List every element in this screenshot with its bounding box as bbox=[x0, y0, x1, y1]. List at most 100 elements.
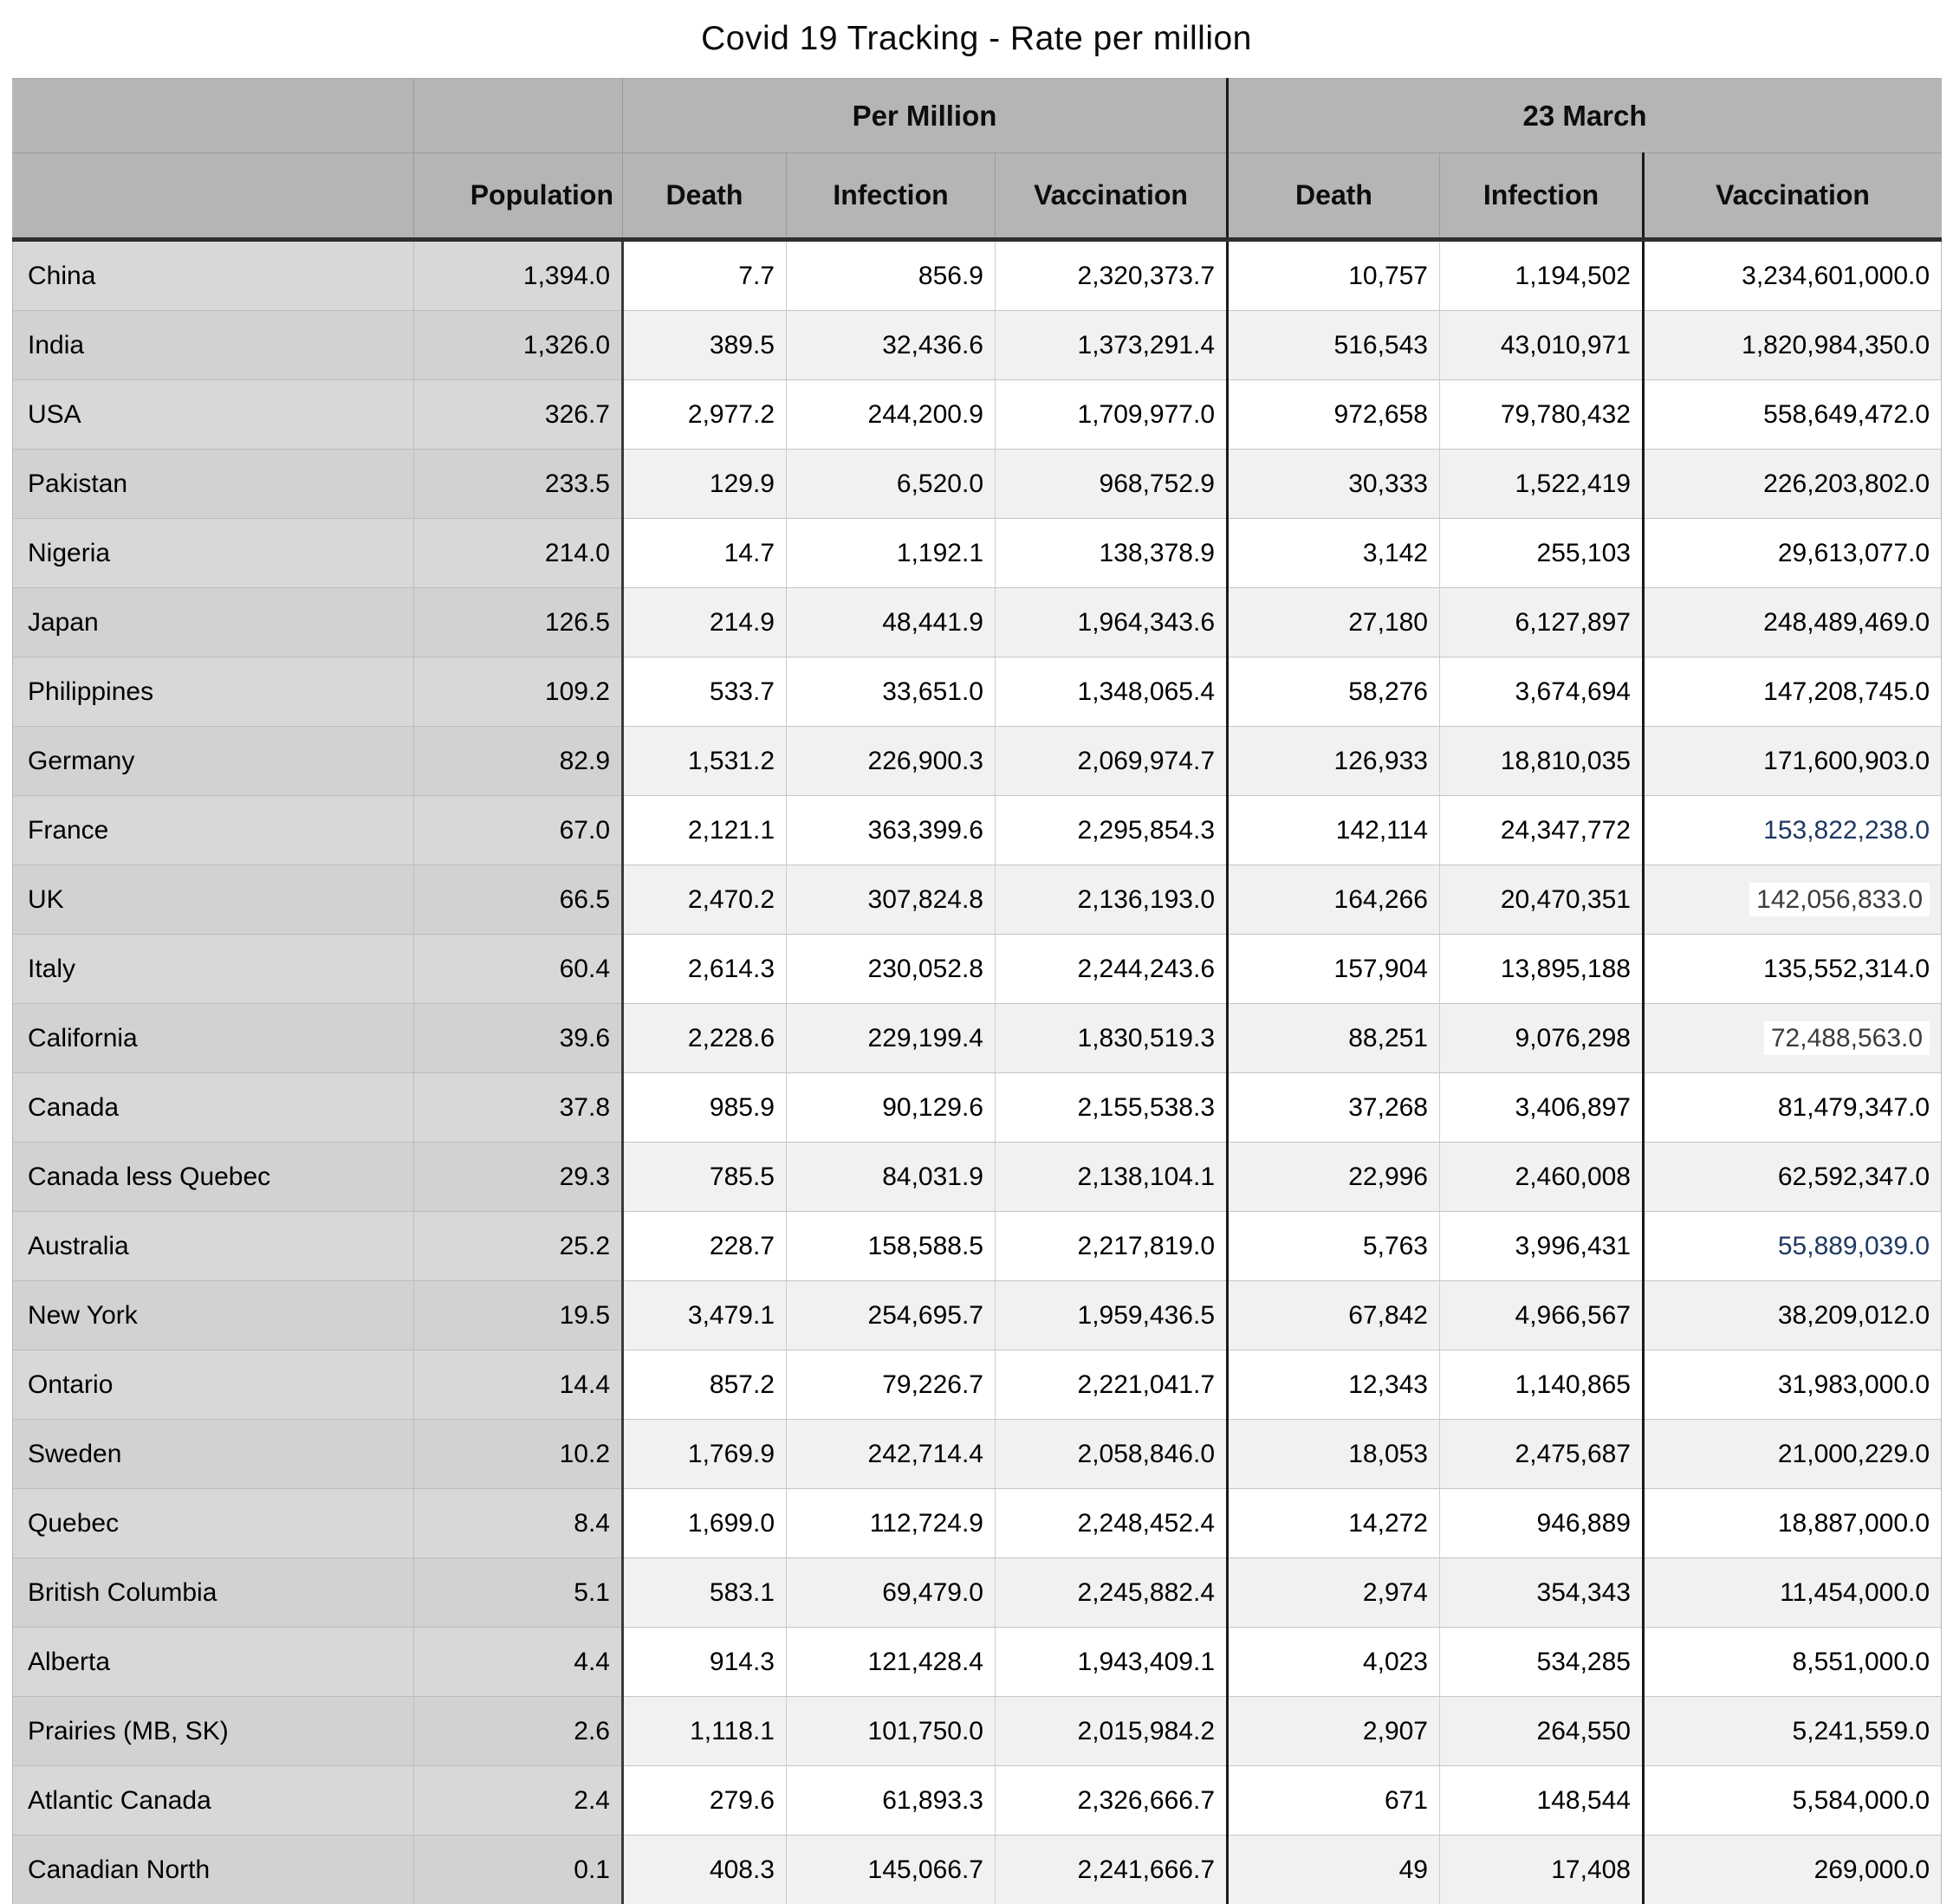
cell-pm-vaccination[interactable]: 2,244,243.6 bbox=[995, 934, 1229, 1004]
cell-m23-infection[interactable]: 534,285 bbox=[1439, 1627, 1645, 1697]
cell-m23-infection[interactable]: 1,140,865 bbox=[1439, 1350, 1645, 1420]
cell-m23-infection[interactable]: 3,406,897 bbox=[1439, 1072, 1645, 1143]
cell-pm-infection[interactable]: 1,192.1 bbox=[786, 518, 996, 588]
cell-m23-death[interactable]: 30,333 bbox=[1227, 449, 1440, 519]
cell-m23-death[interactable]: 4,023 bbox=[1227, 1627, 1440, 1697]
cell-pm-vaccination[interactable]: 1,373,291.4 bbox=[995, 310, 1229, 380]
cell-label[interactable]: USA bbox=[12, 379, 414, 450]
cell-m23-infection[interactable]: 2,460,008 bbox=[1439, 1142, 1645, 1212]
cell-pm-infection[interactable]: 90,129.6 bbox=[786, 1072, 996, 1143]
cell-pm-vaccination[interactable]: 2,155,538.3 bbox=[995, 1072, 1229, 1143]
cell-population[interactable]: 2.4 bbox=[413, 1765, 624, 1836]
cell-pm-death[interactable]: 583.1 bbox=[622, 1558, 787, 1628]
cell-pm-infection[interactable]: 33,651.0 bbox=[786, 657, 996, 727]
cell-pm-vaccination[interactable]: 2,295,854.3 bbox=[995, 795, 1229, 865]
cell-label[interactable]: British Columbia bbox=[12, 1558, 414, 1628]
cell-m23-death[interactable]: 2,974 bbox=[1227, 1558, 1440, 1628]
cell-label[interactable]: New York bbox=[12, 1280, 414, 1350]
cell-pm-infection[interactable]: 101,750.0 bbox=[786, 1696, 996, 1766]
cell-population[interactable]: 37.8 bbox=[413, 1072, 624, 1143]
cell-pm-infection[interactable]: 307,824.8 bbox=[786, 865, 996, 935]
cell-pm-death[interactable]: 408.3 bbox=[622, 1835, 787, 1904]
cell-m23-vaccination[interactable]: 226,203,802.0 bbox=[1643, 449, 1942, 519]
cell-pm-infection[interactable]: 226,900.3 bbox=[786, 726, 996, 796]
cell-m23-death[interactable]: 142,114 bbox=[1227, 795, 1440, 865]
cell-pm-death[interactable]: 7.7 bbox=[622, 239, 787, 311]
cell-label[interactable]: Atlantic Canada bbox=[12, 1765, 414, 1836]
cell-pm-infection[interactable]: 32,436.6 bbox=[786, 310, 996, 380]
cell-m23-infection[interactable]: 255,103 bbox=[1439, 518, 1645, 588]
cell-population[interactable]: 25.2 bbox=[413, 1211, 624, 1281]
cell-m23-death[interactable]: 2,907 bbox=[1227, 1696, 1440, 1766]
cell-pm-death[interactable]: 2,977.2 bbox=[622, 379, 787, 450]
cell-m23-vaccination[interactable]: 1,820,984,350.0 bbox=[1643, 310, 1942, 380]
cell-m23-death[interactable]: 49 bbox=[1227, 1835, 1440, 1904]
cell-population[interactable]: 66.5 bbox=[413, 865, 624, 935]
cell-m23-vaccination[interactable]: 142,056,833.0 bbox=[1643, 865, 1942, 935]
cell-m23-vaccination[interactable]: 81,479,347.0 bbox=[1643, 1072, 1942, 1143]
cell-label[interactable]: Australia bbox=[12, 1211, 414, 1281]
cell-population[interactable]: 10.2 bbox=[413, 1419, 624, 1489]
cell-m23-vaccination[interactable]: 72,488,563.0 bbox=[1643, 1003, 1942, 1073]
cell-m23-infection[interactable]: 946,889 bbox=[1439, 1488, 1645, 1558]
cell-m23-vaccination[interactable]: 5,241,559.0 bbox=[1643, 1696, 1942, 1766]
cell-label[interactable]: Canadian North bbox=[12, 1835, 414, 1904]
cell-population[interactable]: 109.2 bbox=[413, 657, 624, 727]
cell-label[interactable]: Italy bbox=[12, 934, 414, 1004]
cell-pm-death[interactable]: 914.3 bbox=[622, 1627, 787, 1697]
cell-population[interactable]: 0.1 bbox=[413, 1835, 624, 1904]
cell-m23-death[interactable]: 18,053 bbox=[1227, 1419, 1440, 1489]
cell-pm-death[interactable]: 1,769.9 bbox=[622, 1419, 787, 1489]
cell-m23-death[interactable]: 10,757 bbox=[1227, 239, 1440, 311]
cell-pm-death[interactable]: 129.9 bbox=[622, 449, 787, 519]
cell-m23-infection[interactable]: 1,522,419 bbox=[1439, 449, 1645, 519]
cell-pm-infection[interactable]: 254,695.7 bbox=[786, 1280, 996, 1350]
cell-population[interactable]: 5.1 bbox=[413, 1558, 624, 1628]
cell-pm-vaccination[interactable]: 2,245,882.4 bbox=[995, 1558, 1229, 1628]
cell-m23-infection[interactable]: 2,475,687 bbox=[1439, 1419, 1645, 1489]
cell-m23-death[interactable]: 3,142 bbox=[1227, 518, 1440, 588]
cell-pm-death[interactable]: 857.2 bbox=[622, 1350, 787, 1420]
cell-label[interactable]: UK bbox=[12, 865, 414, 935]
cell-pm-vaccination[interactable]: 2,138,104.1 bbox=[995, 1142, 1229, 1212]
cell-pm-infection[interactable]: 112,724.9 bbox=[786, 1488, 996, 1558]
cell-population[interactable]: 82.9 bbox=[413, 726, 624, 796]
cell-pm-death[interactable]: 1,531.2 bbox=[622, 726, 787, 796]
cell-pm-infection[interactable]: 856.9 bbox=[786, 239, 996, 311]
cell-label[interactable]: Prairies (MB, SK) bbox=[12, 1696, 414, 1766]
cell-label[interactable]: Philippines bbox=[12, 657, 414, 727]
cell-pm-vaccination[interactable]: 2,058,846.0 bbox=[995, 1419, 1229, 1489]
cell-pm-death[interactable]: 2,470.2 bbox=[622, 865, 787, 935]
cell-pm-vaccination[interactable]: 2,326,666.7 bbox=[995, 1765, 1229, 1836]
cell-population[interactable]: 39.6 bbox=[413, 1003, 624, 1073]
cell-m23-infection[interactable]: 17,408 bbox=[1439, 1835, 1645, 1904]
cell-pm-infection[interactable]: 69,479.0 bbox=[786, 1558, 996, 1628]
cell-pm-infection[interactable]: 145,066.7 bbox=[786, 1835, 996, 1904]
cell-pm-death[interactable]: 2,614.3 bbox=[622, 934, 787, 1004]
cell-m23-vaccination[interactable]: 55,889,039.0 bbox=[1643, 1211, 1942, 1281]
cell-population[interactable]: 233.5 bbox=[413, 449, 624, 519]
cell-label[interactable]: Quebec bbox=[12, 1488, 414, 1558]
cell-m23-vaccination[interactable]: 135,552,314.0 bbox=[1643, 934, 1942, 1004]
cell-population[interactable]: 14.4 bbox=[413, 1350, 624, 1420]
cell-pm-infection[interactable]: 230,052.8 bbox=[786, 934, 996, 1004]
cell-m23-death[interactable]: 972,658 bbox=[1227, 379, 1440, 450]
cell-label[interactable]: Nigeria bbox=[12, 518, 414, 588]
cell-pm-vaccination[interactable]: 968,752.9 bbox=[995, 449, 1229, 519]
cell-pm-infection[interactable]: 84,031.9 bbox=[786, 1142, 996, 1212]
cell-population[interactable]: 19.5 bbox=[413, 1280, 624, 1350]
cell-m23-vaccination[interactable]: 11,454,000.0 bbox=[1643, 1558, 1942, 1628]
cell-label[interactable]: Canada less Quebec bbox=[12, 1142, 414, 1212]
cell-population[interactable]: 4.4 bbox=[413, 1627, 624, 1697]
cell-label[interactable]: Canada bbox=[12, 1072, 414, 1143]
cell-population[interactable]: 2.6 bbox=[413, 1696, 624, 1766]
cell-m23-infection[interactable]: 9,076,298 bbox=[1439, 1003, 1645, 1073]
cell-pm-infection[interactable]: 48,441.9 bbox=[786, 587, 996, 657]
cell-m23-vaccination[interactable]: 31,983,000.0 bbox=[1643, 1350, 1942, 1420]
cell-m23-vaccination[interactable]: 5,584,000.0 bbox=[1643, 1765, 1942, 1836]
cell-m23-vaccination[interactable]: 29,613,077.0 bbox=[1643, 518, 1942, 588]
cell-m23-infection[interactable]: 13,895,188 bbox=[1439, 934, 1645, 1004]
cell-pm-death[interactable]: 2,121.1 bbox=[622, 795, 787, 865]
cell-pm-death[interactable]: 785.5 bbox=[622, 1142, 787, 1212]
cell-m23-infection[interactable]: 354,343 bbox=[1439, 1558, 1645, 1628]
